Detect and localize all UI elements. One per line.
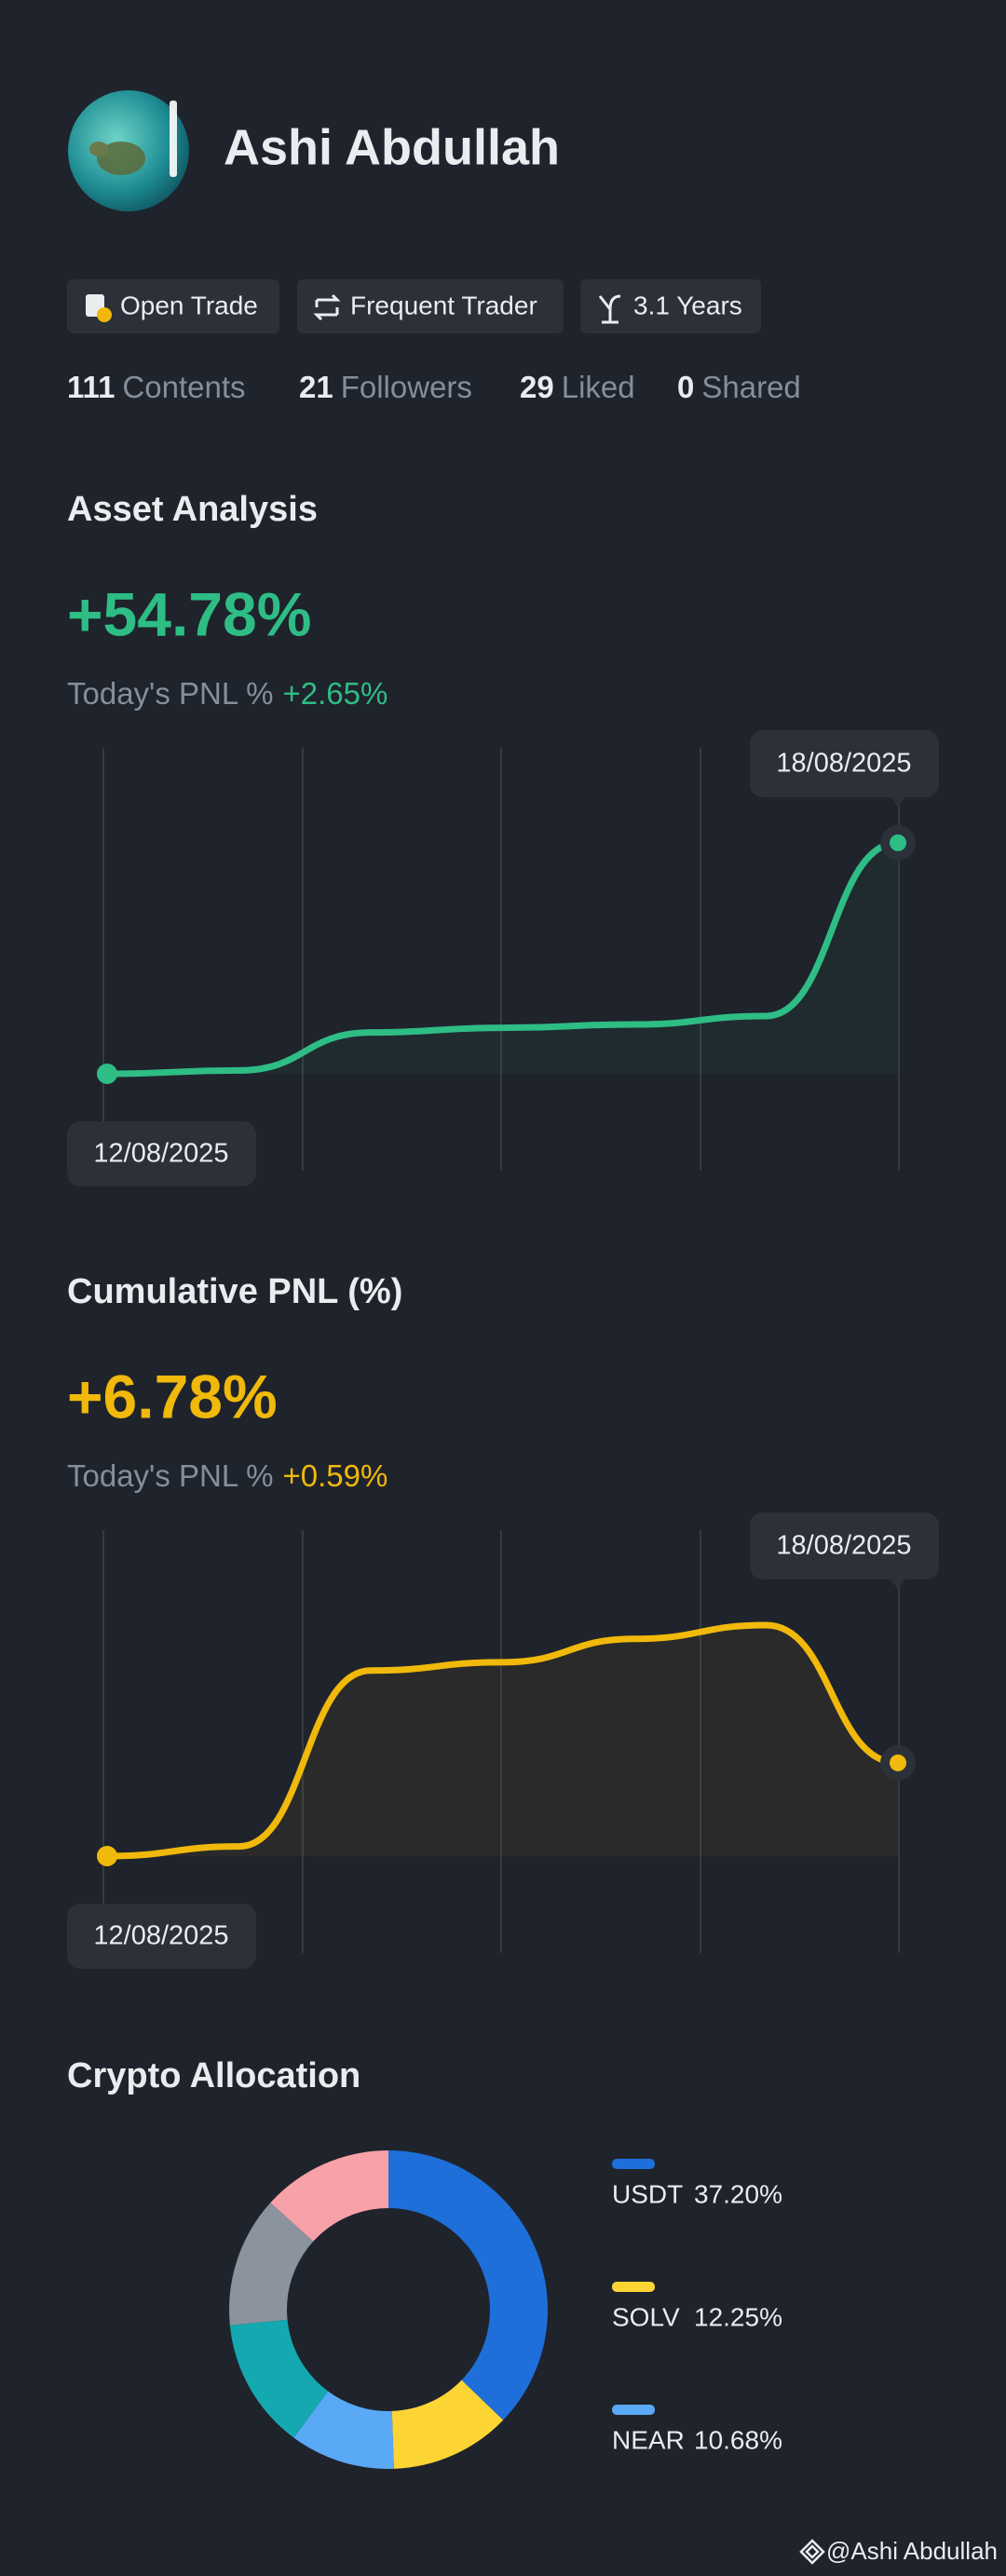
- pie-segment: [270, 2150, 388, 2242]
- legend-label: NEAR: [612, 2425, 685, 2454]
- stat-label: Liked: [562, 370, 635, 404]
- legend-label: SOLV: [612, 2302, 680, 2331]
- legend-label: USDT: [612, 2179, 683, 2208]
- section-title: Cumulative PNL (%): [67, 1272, 402, 1311]
- stat-value: 0: [677, 370, 694, 404]
- pie-segment: [293, 2391, 394, 2469]
- legend-swatch: [612, 2282, 655, 2292]
- tag-label: Frequent Trader: [350, 291, 537, 319]
- date-badge: [67, 1121, 256, 1186]
- date-badge: [750, 1512, 939, 1579]
- stat-value: 21: [299, 370, 333, 404]
- stat: 29 Liked: [520, 370, 635, 404]
- profile-name: Ashi Abdullah: [224, 119, 560, 175]
- tag: 3.1 Years: [580, 279, 761, 333]
- start-point: [97, 1064, 117, 1084]
- pnl-line: Today's PNL % +2.65%: [67, 676, 387, 711]
- section-title: Asset Analysis: [67, 490, 318, 529]
- stat-label: Contents: [122, 370, 245, 404]
- end-date: 18/08/2025: [776, 1531, 911, 1561]
- watermark: @Ashi Abdullah: [799, 2537, 998, 2565]
- badge-pointer: [890, 1579, 905, 1589]
- pnl-label: Today's PNL %: [67, 1458, 274, 1493]
- tag-label: 3.1 Years: [633, 291, 742, 319]
- start-date: 12/08/2025: [93, 1921, 228, 1951]
- line: [103, 839, 902, 1078]
- line: [103, 1621, 902, 1860]
- pie-segment: [229, 2319, 329, 2438]
- stat-label: Shared: [701, 370, 800, 404]
- watermark-text: @Ashi Abdullah: [826, 2537, 998, 2565]
- stat: 0 Shared: [677, 370, 801, 404]
- stat-label: Followers: [341, 370, 472, 404]
- date-badge: [67, 1904, 256, 1969]
- pnl-label: Today's PNL %: [67, 676, 274, 711]
- start-date: 12/08/2025: [93, 1139, 228, 1169]
- pnl-value: +0.59%: [283, 1458, 388, 1493]
- end-date: 18/08/2025: [776, 749, 911, 779]
- stat: 111 Contents: [67, 370, 246, 404]
- line-area: [107, 843, 898, 1074]
- tag: Frequent Trader: [297, 279, 564, 333]
- stat: 21 Followers: [299, 370, 472, 404]
- end-point: [890, 834, 906, 851]
- headline-value: +6.78%: [67, 1362, 278, 1430]
- pie-segment: [391, 2379, 504, 2469]
- pie-segment: [229, 2203, 314, 2325]
- avatar: [68, 90, 189, 211]
- line-area: [107, 1625, 898, 1856]
- pnl-value: +2.65%: [283, 676, 388, 711]
- stat-value: 29: [520, 370, 554, 404]
- tag-label: Open Trade: [120, 291, 258, 319]
- legend-swatch: [612, 2159, 655, 2169]
- section-title: Crypto Allocation: [67, 2056, 360, 2095]
- date-badge: [750, 730, 939, 797]
- legend-value: 10.68%: [694, 2425, 782, 2454]
- end-point: [890, 1754, 906, 1771]
- legend-value: 12.25%: [694, 2302, 782, 2331]
- badge-pointer: [890, 797, 905, 807]
- legend-swatch: [612, 2405, 655, 2415]
- legend-value: 37.20%: [694, 2179, 782, 2208]
- tag: Open Trade: [67, 279, 279, 333]
- pnl-line: Today's PNL % +0.59%: [67, 1458, 387, 1493]
- pie-segment: [388, 2150, 549, 2420]
- start-point: [97, 1846, 117, 1866]
- stat-value: 111: [67, 370, 115, 404]
- headline-value: +54.78%: [67, 579, 311, 648]
